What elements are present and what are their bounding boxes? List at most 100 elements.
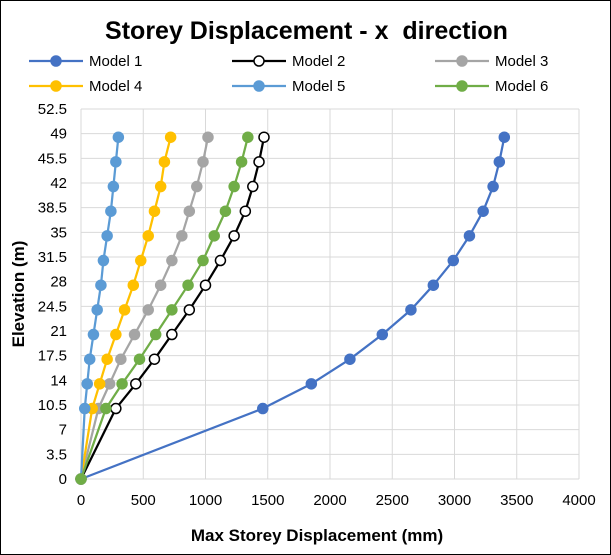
data-point — [128, 328, 141, 341]
data-point — [91, 304, 103, 316]
data-point — [87, 328, 100, 341]
data-point — [219, 205, 232, 217]
data-point — [75, 473, 87, 485]
data-point — [115, 353, 127, 365]
legend-label: Model 3 — [495, 53, 548, 70]
y-tick-label: 45.5 — [38, 150, 67, 167]
y-tick-label: 10.5 — [38, 397, 67, 414]
y-tick-label: 31.5 — [38, 249, 67, 266]
x-tick-label: 1500 — [251, 492, 284, 509]
data-point — [182, 279, 194, 291]
data-point — [447, 254, 460, 267]
y-tick-label: 42 — [50, 175, 67, 192]
y-tick-label: 52.5 — [38, 101, 67, 118]
data-point — [228, 230, 240, 242]
x-tick-label: 0 — [77, 492, 85, 509]
data-point — [183, 205, 196, 217]
data-point — [228, 180, 240, 193]
x-tick-label: 3000 — [438, 492, 471, 509]
data-point — [135, 254, 147, 267]
data-point — [477, 205, 489, 217]
data-point — [197, 156, 209, 168]
data-point — [498, 131, 511, 143]
data-point — [258, 131, 270, 143]
data-point — [158, 156, 171, 168]
legend-marker — [50, 55, 62, 67]
data-point — [427, 279, 440, 291]
y-tick-label: 28 — [50, 274, 67, 291]
data-point — [166, 328, 178, 341]
data-point — [133, 353, 146, 365]
data-point — [166, 304, 178, 316]
data-point — [463, 230, 476, 242]
y-tick-label: 7 — [59, 422, 67, 439]
x-tick-label: 4000 — [562, 492, 595, 509]
data-point — [242, 131, 254, 143]
data-point — [130, 378, 142, 390]
data-point — [191, 180, 203, 193]
legend-marker — [456, 80, 468, 92]
y-tick-label: 17.5 — [38, 348, 67, 365]
data-point — [239, 205, 252, 217]
y-axis-title: Elevation (m) — [9, 241, 28, 348]
legend-marker — [253, 80, 265, 92]
data-point — [83, 353, 96, 365]
data-point — [257, 402, 269, 415]
data-point — [253, 156, 265, 168]
data-point — [305, 378, 318, 390]
data-point — [493, 156, 506, 168]
y-tick-label: 35 — [50, 224, 67, 241]
data-point — [202, 131, 214, 143]
y-tick-label: 38.5 — [38, 200, 67, 217]
data-point — [95, 279, 107, 291]
data-point — [235, 156, 248, 168]
y-tick-label: 24.5 — [38, 298, 67, 315]
data-point — [247, 180, 259, 193]
data-point — [93, 378, 106, 390]
data-point — [164, 131, 177, 143]
data-point — [101, 230, 113, 242]
x-tick-label: 2000 — [313, 492, 346, 509]
legend-label: Model 4 — [89, 78, 142, 95]
data-point — [107, 180, 120, 193]
legend-label: Model 2 — [292, 53, 345, 70]
data-point — [97, 254, 110, 267]
data-point — [148, 205, 161, 217]
legend-label: Model 1 — [89, 53, 142, 70]
data-point — [100, 402, 112, 415]
data-point — [105, 205, 117, 217]
x-tick-label: 2500 — [376, 492, 409, 509]
legend-marker — [50, 80, 62, 92]
data-point — [103, 378, 116, 390]
x-tick-label: 1000 — [189, 492, 222, 509]
x-axis-title: Max Storey Displacement (mm) — [191, 526, 443, 545]
data-point — [116, 378, 128, 390]
data-point — [110, 328, 122, 341]
y-tick-label: 0 — [59, 471, 67, 488]
data-point — [214, 254, 227, 267]
x-tick-label: 3500 — [500, 492, 533, 509]
data-point — [81, 378, 93, 390]
data-point — [176, 230, 188, 242]
data-point — [405, 304, 417, 316]
legend-label: Model 6 — [495, 78, 548, 95]
data-point — [112, 131, 125, 143]
data-point — [199, 279, 212, 291]
y-tick-label: 3.5 — [46, 446, 67, 463]
data-point — [376, 328, 389, 341]
data-point — [154, 180, 167, 193]
data-point — [78, 402, 91, 415]
legend-label: Model 5 — [292, 78, 345, 95]
data-point — [101, 353, 113, 365]
x-tick-label: 500 — [131, 492, 156, 509]
data-point — [127, 279, 140, 291]
data-point — [142, 230, 154, 242]
data-point — [487, 180, 499, 193]
y-tick-label: 14 — [50, 372, 67, 389]
chart-title: Storey Displacement - x direction — [105, 17, 508, 45]
data-point — [142, 304, 154, 316]
data-point — [148, 353, 161, 365]
data-point — [149, 328, 162, 341]
